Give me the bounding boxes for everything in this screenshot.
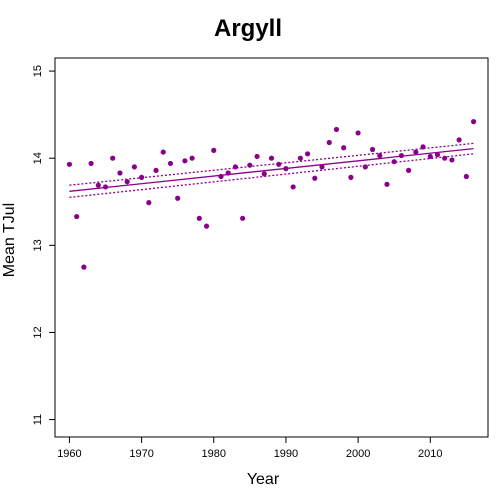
data-point [420, 144, 426, 150]
data-point [189, 155, 195, 161]
data-point [456, 137, 462, 143]
data-point [304, 151, 311, 157]
y-tick-label: 12 [32, 326, 44, 338]
data-point [449, 157, 455, 163]
data-point [377, 152, 383, 159]
data-point [196, 215, 202, 221]
data-point [74, 213, 80, 220]
y-axis: 11 12 13 14 15 [32, 65, 55, 425]
data-point [66, 161, 73, 167]
data-point [167, 160, 174, 167]
data-point [427, 153, 433, 160]
data-point [225, 170, 231, 176]
data-point [463, 173, 469, 180]
data-point [348, 174, 354, 180]
data-point [88, 160, 94, 167]
data-point [95, 182, 101, 188]
data-point [232, 164, 239, 170]
x-tick-label: 1980 [202, 448, 226, 460]
data-point [290, 184, 296, 190]
data-point [153, 167, 159, 173]
data-point [218, 173, 224, 180]
data-point [369, 146, 376, 153]
data-point [146, 200, 152, 206]
data-point [333, 126, 340, 133]
x-tick-label: 2000 [346, 448, 370, 460]
data-point [211, 147, 217, 153]
data-point [442, 155, 448, 161]
x-tick-label: 1990 [274, 448, 298, 460]
y-axis-label: Mean TJul [1, 203, 18, 277]
data-point [110, 155, 116, 161]
x-tick-label: 1970 [129, 448, 153, 460]
trend-fit-line [69, 147, 474, 192]
data-point [247, 162, 253, 168]
data-point [203, 223, 210, 229]
data-point [413, 149, 419, 155]
data-points [66, 119, 477, 270]
data-point [276, 161, 282, 167]
data-point [160, 149, 166, 155]
plot-frame [54, 57, 489, 438]
data-point [182, 158, 188, 164]
data-point [434, 152, 441, 158]
data-point [362, 164, 368, 170]
data-point [124, 179, 130, 185]
y-tick-label: 15 [32, 65, 44, 77]
data-point [240, 215, 246, 221]
data-point [131, 164, 137, 170]
data-point [470, 119, 477, 125]
data-point [139, 174, 145, 180]
data-point [254, 153, 260, 160]
data-point [398, 152, 404, 159]
y-tick-label: 13 [32, 239, 44, 251]
data-point [326, 139, 332, 146]
x-axis: 1960 1970 1980 1990 2000 2010 [57, 437, 443, 460]
x-axis-label: Year [247, 471, 280, 488]
data-point [102, 184, 109, 190]
data-point [319, 164, 325, 170]
x-tick-label: 1960 [57, 448, 81, 460]
data-point [355, 130, 361, 136]
y-tick-label: 14 [32, 152, 44, 164]
data-point [391, 159, 397, 165]
x-tick-label: 2010 [418, 448, 442, 460]
data-point [341, 145, 347, 151]
data-point [175, 195, 181, 201]
data-point [283, 166, 289, 172]
trend-upper-bound [69, 142, 474, 186]
data-point [384, 181, 390, 187]
trend-lines [69, 142, 474, 199]
y-tick-label: 11 [32, 414, 44, 425]
data-point [406, 167, 412, 173]
plot-border [54, 57, 489, 438]
data-point [117, 170, 123, 176]
data-point [312, 175, 318, 181]
data-point [261, 171, 267, 177]
data-point [297, 155, 303, 161]
chart-title: Argyll [214, 15, 282, 42]
data-point [81, 264, 87, 270]
data-point [268, 155, 275, 161]
